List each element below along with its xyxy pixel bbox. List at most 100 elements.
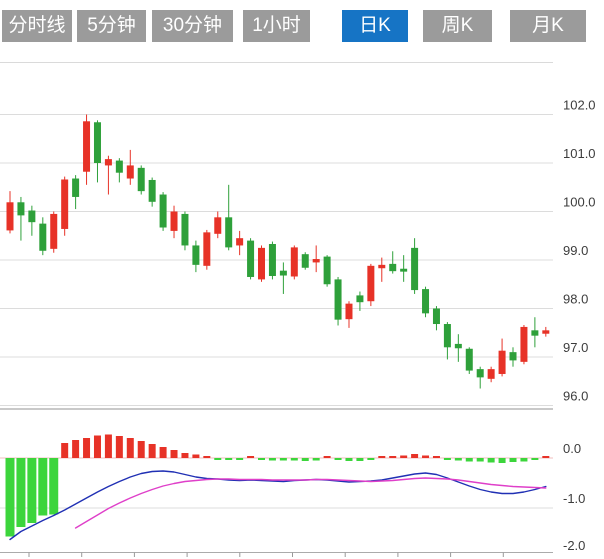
macd-bar [137,441,145,458]
macd-bar [520,458,528,462]
tab-monthly-k[interactable]: 月K [510,10,586,42]
axis-tick-label: 102.0 [563,98,596,113]
candle [137,167,145,192]
macd-bar [148,444,156,458]
candle [542,330,550,334]
candle [247,240,255,277]
candle [312,259,320,263]
candle [345,303,353,320]
candle [290,247,298,277]
macd-bar [323,456,331,458]
macd-bar [301,458,309,461]
candle [83,121,91,172]
macd-bar [334,458,342,460]
macd-bar [115,436,123,458]
axis-tick-label: -2.0 [563,538,585,553]
candle [443,324,451,348]
dif-line [9,470,547,541]
macd-bar [487,458,495,463]
candle [72,178,80,197]
macd-bar [192,454,200,458]
macd-bar [258,458,266,460]
macd-bar [49,458,59,515]
macd-bar [61,443,69,458]
candle [356,295,364,303]
candle [181,213,189,246]
candle [192,245,200,265]
candle [378,264,386,269]
candle [279,270,287,276]
macd-bar [5,458,15,537]
macd-bar [72,440,80,458]
candle [476,369,484,378]
candle [258,247,266,280]
macd-bar [378,456,386,458]
price-axis-labels: 102.0 101.0 100.0 99.0 98.0 97.0 96.0 [563,98,596,404]
candle [170,211,178,231]
macd-axis-labels: 0.0 -1.0 -2.0 [563,441,585,553]
candle [50,213,58,249]
macd-bar [268,458,276,461]
candle [509,352,517,361]
macd-bar [465,458,473,462]
candle [126,165,134,179]
x-axis [0,552,553,557]
grid-lines [0,62,553,509]
candle [334,279,342,320]
macd-bar [422,455,430,458]
macd-bar [247,456,255,458]
macd-histogram [5,434,550,537]
macd-bar [38,458,48,516]
candle [400,268,408,272]
tab-1hour[interactable]: 1小时 [243,10,310,42]
tab-30min[interactable]: 30分钟 [152,10,233,42]
candle [203,232,211,266]
macd-bar [170,450,178,458]
tab-minute-line[interactable]: 分时线 [2,10,72,42]
axis-tick-label: 97.0 [563,340,588,355]
macd-bar [290,458,298,461]
candle [236,238,244,246]
candle [323,256,331,285]
macd-bar [476,458,484,462]
macd-bar [411,454,419,458]
candle [454,343,462,349]
candle [115,160,123,173]
candle [498,350,506,374]
macd-bar [432,456,440,458]
tab-daily-k[interactable]: 日K [342,10,408,42]
candle [159,194,167,228]
macd-bar [400,455,408,458]
macd-bar [203,456,211,458]
macd-bar [389,456,397,458]
candle [432,308,440,325]
macd-bar [27,458,37,523]
axis-tick-label: 101.0 [563,146,596,161]
tab-5min[interactable]: 5分钟 [77,10,146,42]
macd-bar [225,458,233,460]
macd-bar [16,458,26,527]
macd-bar [159,447,167,458]
dea-line [74,477,547,529]
macd-bar [356,458,364,461]
macd-bar [443,458,451,460]
macd-bar [181,453,189,458]
axis-tick-label: 0.0 [563,441,581,456]
candle [422,289,430,314]
macd-bar [93,435,101,458]
candles-group [6,114,550,389]
macd-bar [542,456,550,458]
candle [301,254,309,268]
macd-bar [83,438,91,458]
candle [225,217,233,248]
period-tabbar: 分时线 5分钟 30分钟 1小时 日K 周K 月K [0,0,604,52]
macd-bar [236,458,244,460]
candle [214,217,222,234]
candle [411,247,419,291]
macd-bar [126,438,134,458]
macd-bar [214,458,222,460]
candle [520,326,528,362]
tab-weekly-k[interactable]: 周K [423,10,492,42]
